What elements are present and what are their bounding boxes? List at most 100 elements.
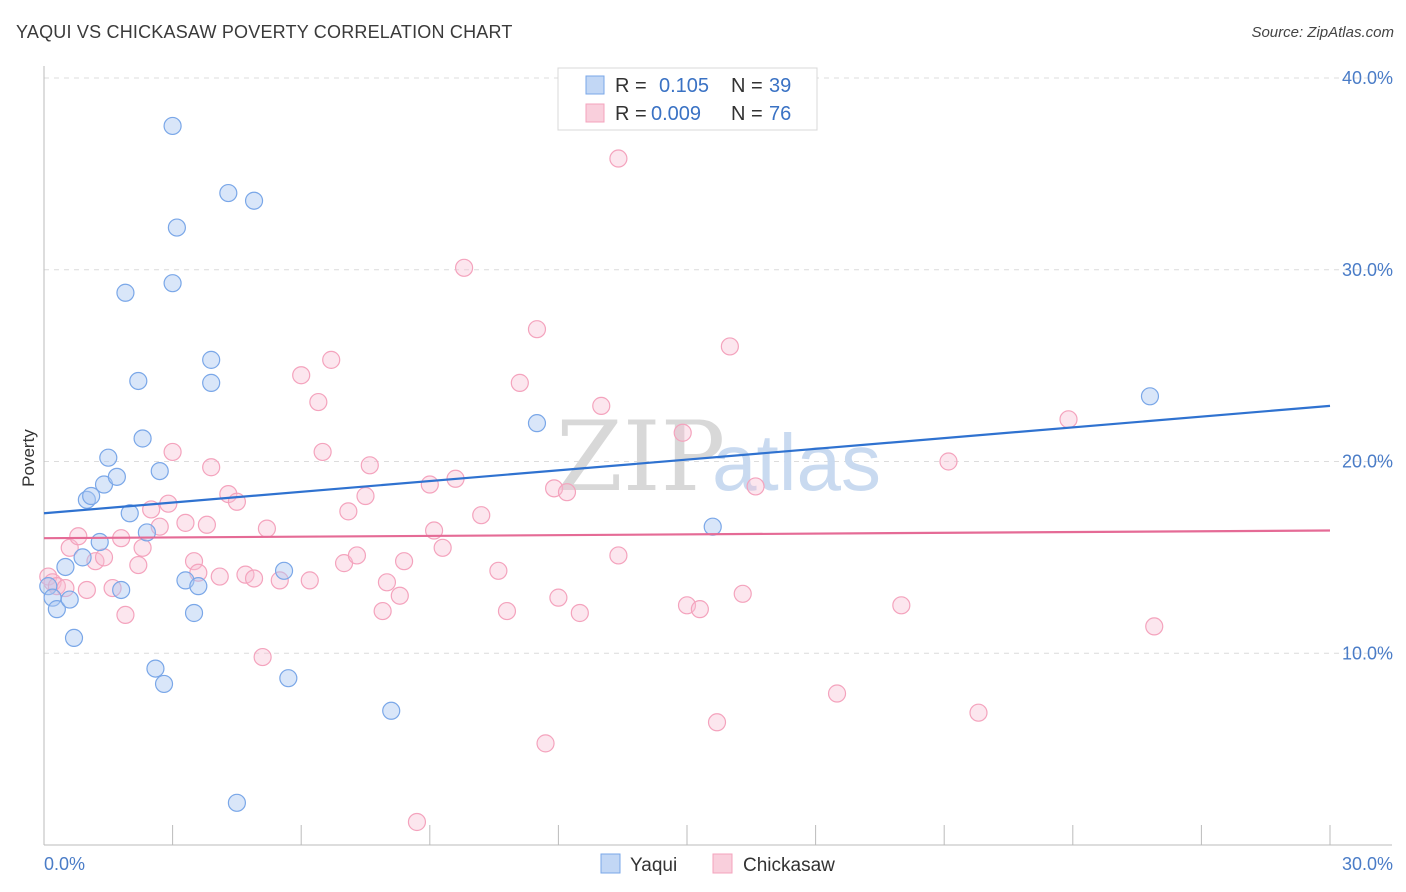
chickasaw-point — [433, 538, 452, 557]
chickasaw-point — [690, 600, 709, 619]
x-tick-label: 0.0% — [44, 854, 85, 874]
yaqui-point — [382, 701, 401, 720]
stats-legend: R = 0.105 N = 39 R = 0.009 N = 76 — [557, 67, 818, 131]
yaqui-point — [73, 548, 92, 567]
chickasaw-point — [176, 513, 195, 532]
chickasaw-point — [133, 538, 152, 557]
chickasaw-point — [210, 567, 229, 586]
chickasaw-point — [116, 605, 135, 625]
yaqui-point — [163, 116, 182, 136]
chickasaw-point — [339, 502, 358, 521]
chickasaw-point — [510, 373, 529, 392]
chickasaw-point — [557, 483, 577, 502]
chickasaw-point — [570, 603, 589, 623]
bottom-legend-swatch-yaqui — [600, 853, 621, 874]
chickasaw-point — [733, 584, 752, 603]
yaqui-point — [39, 577, 58, 596]
chickasaw-point — [407, 812, 427, 832]
legend-r-label: R = — [615, 103, 647, 125]
watermark-atlas: atlas — [712, 418, 881, 507]
yaqui-point — [244, 191, 264, 210]
chickasaw-point — [270, 571, 289, 590]
yaqui-point — [90, 532, 109, 552]
chickasaw-point — [720, 337, 739, 356]
yaqui-point — [167, 218, 186, 237]
chickasaw-point — [472, 506, 491, 525]
chickasaw-trend-line — [43, 529, 1331, 540]
yaqui-point — [163, 274, 182, 293]
bottom-legend-swatch-chickasaw — [712, 853, 733, 874]
chickasaw-point — [489, 561, 508, 580]
chart-title: YAQUI VS CHICKASAW POVERTY CORRELATION C… — [16, 22, 513, 42]
yaqui-point — [219, 183, 238, 203]
chickasaw-point — [746, 477, 765, 496]
legend-n-label: N = — [731, 103, 763, 125]
chickasaw-point — [163, 442, 182, 462]
chickasaw-point — [609, 149, 628, 168]
chickasaw-point — [497, 601, 517, 621]
chickasaw-point — [253, 647, 272, 667]
yaqui-point — [150, 461, 169, 481]
legend-n-value-yaqui: 39 — [769, 75, 791, 97]
chickasaw-point — [292, 366, 311, 385]
bottom-legend-label-yaqui: Yaqui — [630, 855, 677, 876]
yaqui-point — [82, 486, 101, 506]
yaqui-trend-line — [43, 404, 1331, 515]
chickasaw-point — [236, 565, 255, 584]
chickasaw-point — [377, 573, 397, 592]
legend-n-value-chickasaw: 76 — [769, 103, 791, 125]
chickasaw-point — [609, 546, 628, 565]
chickasaw-point — [69, 527, 88, 546]
chickasaw-point — [202, 458, 221, 477]
watermark-zip: ZIP — [556, 401, 725, 513]
yaqui-point — [154, 674, 174, 694]
bottom-legend-label-chickasaw: Chickasaw — [743, 855, 835, 876]
source-label: Source: ZipAtlas.com — [1251, 24, 1394, 41]
chickasaw-point — [129, 555, 148, 575]
yaqui-point — [99, 448, 118, 467]
chickasaw-point — [309, 392, 328, 412]
chickasaw-point — [394, 552, 414, 571]
yaqui-point — [279, 669, 298, 688]
yaqui-point — [116, 283, 135, 302]
yaqui-point — [60, 590, 79, 609]
axes — [43, 66, 1392, 846]
x-tick-labels: 0.0% 30.0% — [44, 854, 1393, 874]
yaqui-point — [227, 793, 246, 812]
chickasaw-point — [592, 396, 611, 415]
y-tick-label: 30.0% — [1342, 260, 1393, 280]
chickasaw-point — [94, 548, 114, 567]
yaqui-point — [202, 350, 221, 369]
chickasaw-point — [1145, 617, 1164, 636]
chickasaw-point — [360, 456, 379, 475]
yaqui-point — [64, 628, 84, 648]
y-tick-labels: 10.0% 20.0% 30.0% 40.0% — [1342, 68, 1393, 663]
yaqui-point — [1140, 387, 1160, 406]
y-axis-title: Poverty — [19, 429, 38, 487]
chickasaw-point — [257, 519, 277, 538]
yaqui-point — [189, 577, 208, 596]
chickasaw-point — [454, 258, 474, 277]
chickasaw-point — [892, 596, 911, 615]
yaqui-point — [112, 580, 131, 600]
chickasaw-point — [549, 588, 568, 607]
y-tick-label: 40.0% — [1342, 68, 1393, 88]
yaqui-point — [120, 504, 139, 523]
chickasaw-point — [536, 734, 555, 753]
yaqui-point — [703, 517, 722, 536]
yaqui-point — [146, 659, 165, 678]
legend-r-value-yaqui: 0.105 — [659, 75, 709, 97]
legend-swatch-chickasaw — [585, 103, 605, 123]
chickasaw-point — [939, 452, 958, 471]
chickasaw-point — [420, 475, 439, 494]
chickasaw-point — [373, 601, 392, 621]
chickasaw-point — [244, 569, 264, 588]
yaqui-point — [184, 603, 204, 623]
legend-n-label: N = — [731, 75, 763, 97]
yaqui-point — [129, 371, 148, 391]
yaqui-point — [56, 557, 75, 577]
chickasaw-point — [313, 442, 332, 462]
y-tick-label: 20.0% — [1342, 452, 1393, 472]
chickasaw-point — [969, 703, 988, 722]
